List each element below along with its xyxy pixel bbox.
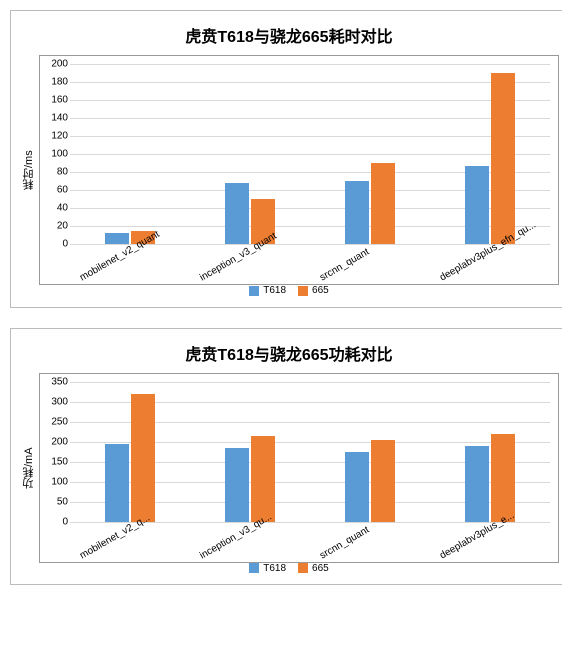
chart-title: 虎贲T618与骁龙665耗时对比	[19, 23, 559, 47]
chart-body: 功耗/mA0 50 100 150 200 250 300 350 mobilenet_v2_q…	[19, 373, 559, 563]
y-tick-label: 350	[40, 376, 68, 387]
legend-swatch	[298, 286, 308, 296]
bar-group	[190, 64, 310, 244]
legend-item: 665	[298, 285, 329, 296]
y-axis-label: 功耗/mA	[19, 373, 39, 563]
bar	[465, 446, 489, 522]
bar	[465, 166, 489, 244]
x-labels: mobilenet_v2_quantinception_v3_quantsrcn…	[70, 244, 550, 284]
chart-panel-chart2: 虎贲T618与骁龙665功耗对比功耗/mA0 50 100 150 200 250 300 3…	[10, 328, 562, 586]
bar	[345, 452, 369, 522]
chart-title: 虎贲T618与骁龙665功耗对比	[19, 341, 559, 365]
y-axis-label: 耗时/ms	[19, 55, 39, 285]
x-labels: mobilenet_v2_q...inception_v3_qu...srcnn…	[70, 522, 550, 562]
bar	[491, 73, 515, 244]
bar-group	[70, 64, 190, 244]
chart-body: 耗时/ms0 20 40 60 80 100 120 140 160 180 200 mobilene…	[19, 55, 559, 285]
bar	[225, 448, 249, 522]
y-tick-label: 160	[40, 95, 68, 106]
y-tick-label: 140	[40, 113, 68, 124]
bar	[131, 394, 155, 522]
y-tick-label: 200	[40, 436, 68, 447]
y-tick-label: 100	[40, 476, 68, 487]
y-tick-label: 40	[40, 203, 68, 214]
y-tick-label: 250	[40, 416, 68, 427]
bars-container	[70, 64, 550, 244]
bar	[105, 233, 129, 244]
y-tick-label: 0	[40, 516, 68, 527]
legend-swatch	[298, 563, 308, 573]
y-tick-label: 300	[40, 396, 68, 407]
y-tick-label: 80	[40, 167, 68, 178]
legend-label: T618	[263, 563, 286, 574]
legend-label: T618	[263, 285, 286, 296]
bars-container	[70, 382, 550, 522]
plot-area: 0 50 100 150 200 250 300 350 mobilenet_v2_q...in…	[39, 373, 559, 563]
bar-group	[310, 64, 430, 244]
y-tick-label: 60	[40, 185, 68, 196]
y-tick-label: 50	[40, 496, 68, 507]
y-tick-label: 20	[40, 221, 68, 232]
y-tick-label: 0	[40, 239, 68, 250]
plot-area: 0 20 40 60 80 100 120 140 160 180 200 mobilenet_v2_…	[39, 55, 559, 285]
bar	[225, 183, 249, 244]
y-tick-label: 180	[40, 77, 68, 88]
bar-group	[430, 64, 550, 244]
chart-panel-chart1: 虎贲T618与骁龙665耗时对比耗时/ms0 20 40 60 80 100 120 140 1…	[10, 10, 562, 308]
y-tick-label: 200	[40, 59, 68, 70]
y-tick-label: 150	[40, 456, 68, 467]
bar	[105, 444, 129, 522]
bar	[345, 181, 369, 244]
y-tick-label: 120	[40, 131, 68, 142]
y-tick-label: 100	[40, 149, 68, 160]
